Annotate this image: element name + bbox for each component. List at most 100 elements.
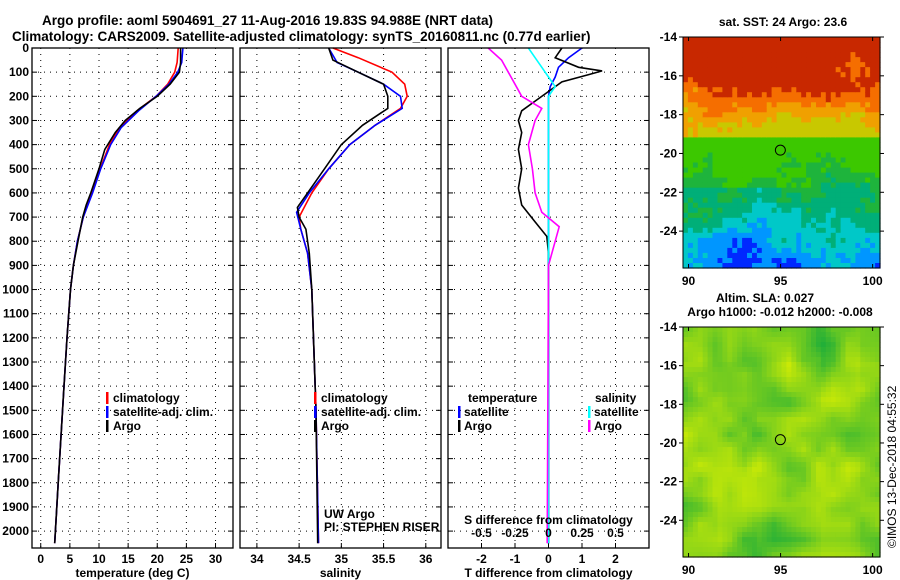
map-cell <box>806 452 812 458</box>
map-cell <box>870 392 876 398</box>
map-cell <box>781 242 787 249</box>
map-cell <box>860 392 866 398</box>
map-cell <box>820 342 827 348</box>
map-cell <box>830 227 837 234</box>
map-cell <box>717 432 723 438</box>
map-cell <box>825 182 832 189</box>
map-cell <box>722 412 728 418</box>
map-cell <box>687 252 694 259</box>
map-cell <box>761 537 768 543</box>
map-cell <box>702 367 709 373</box>
map-cell <box>761 527 768 533</box>
map-cell <box>820 237 827 244</box>
map-cell <box>816 247 822 254</box>
map-cell <box>687 332 694 338</box>
map-cell <box>811 402 817 408</box>
map-cell <box>712 492 718 498</box>
map-cell <box>742 462 748 468</box>
map-cell <box>811 522 817 528</box>
map-cell <box>761 247 768 254</box>
map-cell <box>820 172 827 179</box>
map-cell <box>722 237 728 244</box>
map-cell <box>860 412 866 418</box>
map-cell <box>845 392 851 398</box>
map-cell <box>870 252 876 259</box>
map-cell <box>850 427 856 433</box>
map-cell <box>687 72 694 78</box>
map-cell <box>811 497 817 503</box>
map-cell <box>692 92 699 98</box>
map-cell <box>845 337 851 343</box>
map-cell <box>801 402 807 408</box>
map-cell <box>747 492 753 498</box>
map-sla-map <box>679 326 884 558</box>
map-cell <box>781 447 787 453</box>
map-cell <box>742 457 748 463</box>
series-line-argo <box>296 47 389 544</box>
map-cell <box>742 487 748 493</box>
map-cell <box>845 507 851 513</box>
map-cell <box>722 47 728 53</box>
map-cell <box>702 532 709 538</box>
map-cell <box>766 527 773 533</box>
map-cell <box>791 332 797 338</box>
map-cell <box>781 467 787 473</box>
map-cell <box>756 342 763 348</box>
map-cell <box>850 252 856 259</box>
map-cell <box>870 367 876 373</box>
map-cell <box>722 157 728 164</box>
map-cell <box>806 507 812 513</box>
map-cell <box>830 222 837 229</box>
map-cell <box>752 237 758 244</box>
map-cell <box>697 422 704 428</box>
map-cell <box>830 92 837 98</box>
map-cell <box>776 102 783 108</box>
map-cell <box>865 327 871 333</box>
map-cell <box>752 552 758 558</box>
map-cell <box>840 82 847 88</box>
map-cell <box>865 492 871 498</box>
map-cell <box>683 52 689 58</box>
map-cell <box>766 132 773 138</box>
map-cell <box>870 172 876 179</box>
map-cell <box>811 377 817 383</box>
map-cell <box>791 537 797 543</box>
legend-label: Argo <box>113 419 141 433</box>
map-cell <box>830 47 837 53</box>
map-cell <box>820 107 827 113</box>
map-cell <box>816 102 822 108</box>
map-cell <box>717 347 723 353</box>
map-cell <box>806 382 812 388</box>
x-tick-label: 2 <box>612 552 619 566</box>
map-cell <box>825 237 832 244</box>
map-cell <box>722 437 728 443</box>
map-cell <box>771 342 778 348</box>
map-cell <box>771 537 778 543</box>
map-cell <box>712 457 718 463</box>
map-cell <box>756 202 763 209</box>
map-cell <box>761 92 768 98</box>
map-cell <box>712 47 718 53</box>
map-cell <box>737 492 743 498</box>
map-cell <box>687 417 694 423</box>
map-cell <box>697 392 704 398</box>
map-cell <box>683 462 689 468</box>
map-cell <box>865 512 871 518</box>
map-cell <box>811 482 817 488</box>
map-cell <box>722 212 728 219</box>
map-cell <box>707 207 714 214</box>
x-axis-label: salinity <box>320 566 362 580</box>
map-cell <box>742 247 748 254</box>
map-cell <box>820 202 827 209</box>
map-cell <box>796 362 802 368</box>
map-cell <box>752 337 758 343</box>
map-cell <box>816 482 822 488</box>
map-cell <box>697 352 704 358</box>
x-tick-label: 30 <box>209 552 223 566</box>
map-cell <box>850 77 856 83</box>
map-cell <box>801 167 807 174</box>
map-cell <box>791 327 797 333</box>
map-cell <box>717 537 723 543</box>
map-cell <box>801 187 807 194</box>
map-cell <box>747 452 753 458</box>
